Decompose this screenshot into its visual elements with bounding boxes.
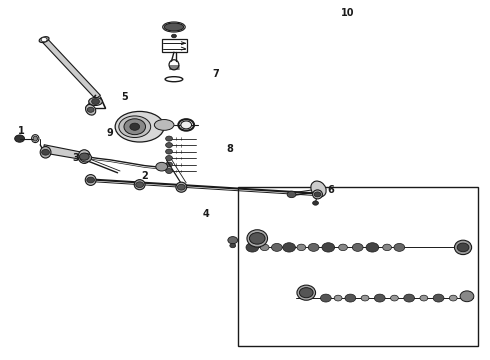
- Circle shape: [339, 244, 347, 251]
- Ellipse shape: [78, 150, 90, 163]
- Ellipse shape: [311, 181, 326, 197]
- Ellipse shape: [40, 147, 51, 158]
- Circle shape: [366, 243, 379, 252]
- Circle shape: [79, 153, 89, 160]
- Ellipse shape: [181, 121, 192, 129]
- Text: 3: 3: [73, 153, 79, 163]
- Circle shape: [320, 294, 331, 302]
- Text: 10: 10: [341, 8, 355, 18]
- Circle shape: [394, 243, 405, 251]
- Circle shape: [297, 244, 306, 251]
- Circle shape: [124, 119, 146, 135]
- Circle shape: [457, 243, 469, 252]
- Circle shape: [87, 177, 95, 183]
- Circle shape: [299, 288, 313, 298]
- Ellipse shape: [176, 182, 187, 192]
- Circle shape: [230, 243, 236, 248]
- Text: 2: 2: [141, 171, 148, 181]
- Ellipse shape: [460, 291, 474, 302]
- Circle shape: [433, 294, 444, 302]
- Circle shape: [130, 123, 140, 130]
- Circle shape: [334, 295, 342, 301]
- Polygon shape: [42, 38, 100, 99]
- Circle shape: [172, 34, 176, 38]
- Circle shape: [166, 156, 172, 161]
- Circle shape: [314, 192, 321, 197]
- Circle shape: [87, 107, 94, 112]
- Text: 1: 1: [18, 126, 25, 136]
- Circle shape: [166, 149, 172, 154]
- Circle shape: [166, 136, 172, 141]
- Circle shape: [374, 294, 385, 302]
- Ellipse shape: [154, 120, 174, 130]
- Circle shape: [166, 162, 172, 167]
- Circle shape: [271, 243, 282, 251]
- Circle shape: [249, 233, 265, 244]
- Circle shape: [92, 99, 99, 104]
- Circle shape: [283, 243, 295, 252]
- Circle shape: [322, 243, 335, 252]
- Polygon shape: [44, 145, 86, 160]
- Circle shape: [156, 162, 168, 171]
- Circle shape: [308, 243, 319, 251]
- Circle shape: [391, 295, 398, 301]
- Ellipse shape: [297, 285, 316, 300]
- Circle shape: [383, 244, 392, 251]
- Bar: [238, 187, 478, 346]
- Text: 4: 4: [202, 209, 209, 219]
- Circle shape: [177, 184, 185, 190]
- Ellipse shape: [164, 23, 184, 31]
- Circle shape: [287, 191, 296, 198]
- Ellipse shape: [313, 190, 322, 199]
- Circle shape: [313, 201, 318, 205]
- Circle shape: [420, 295, 428, 301]
- Text: 5: 5: [122, 92, 128, 102]
- Ellipse shape: [89, 98, 102, 105]
- Text: 7: 7: [212, 69, 219, 79]
- Ellipse shape: [119, 116, 151, 138]
- Ellipse shape: [39, 37, 49, 42]
- Circle shape: [260, 244, 269, 251]
- Circle shape: [41, 37, 47, 42]
- Circle shape: [361, 295, 369, 301]
- Ellipse shape: [115, 112, 164, 142]
- Circle shape: [228, 237, 238, 244]
- Circle shape: [80, 153, 92, 162]
- Text: 8: 8: [227, 144, 234, 154]
- Bar: [162, 39, 187, 52]
- Ellipse shape: [33, 136, 37, 141]
- Circle shape: [166, 168, 172, 174]
- Ellipse shape: [247, 230, 268, 247]
- Ellipse shape: [85, 175, 96, 185]
- Circle shape: [345, 294, 356, 302]
- Text: 9: 9: [106, 128, 113, 138]
- Circle shape: [246, 243, 259, 252]
- Text: 6: 6: [327, 185, 334, 195]
- Circle shape: [166, 143, 172, 148]
- Ellipse shape: [454, 240, 471, 255]
- Ellipse shape: [134, 180, 145, 190]
- Circle shape: [449, 295, 457, 301]
- Circle shape: [136, 182, 144, 188]
- Circle shape: [352, 243, 363, 251]
- Circle shape: [42, 149, 49, 155]
- Ellipse shape: [86, 104, 96, 115]
- Circle shape: [15, 135, 24, 142]
- Circle shape: [404, 294, 415, 302]
